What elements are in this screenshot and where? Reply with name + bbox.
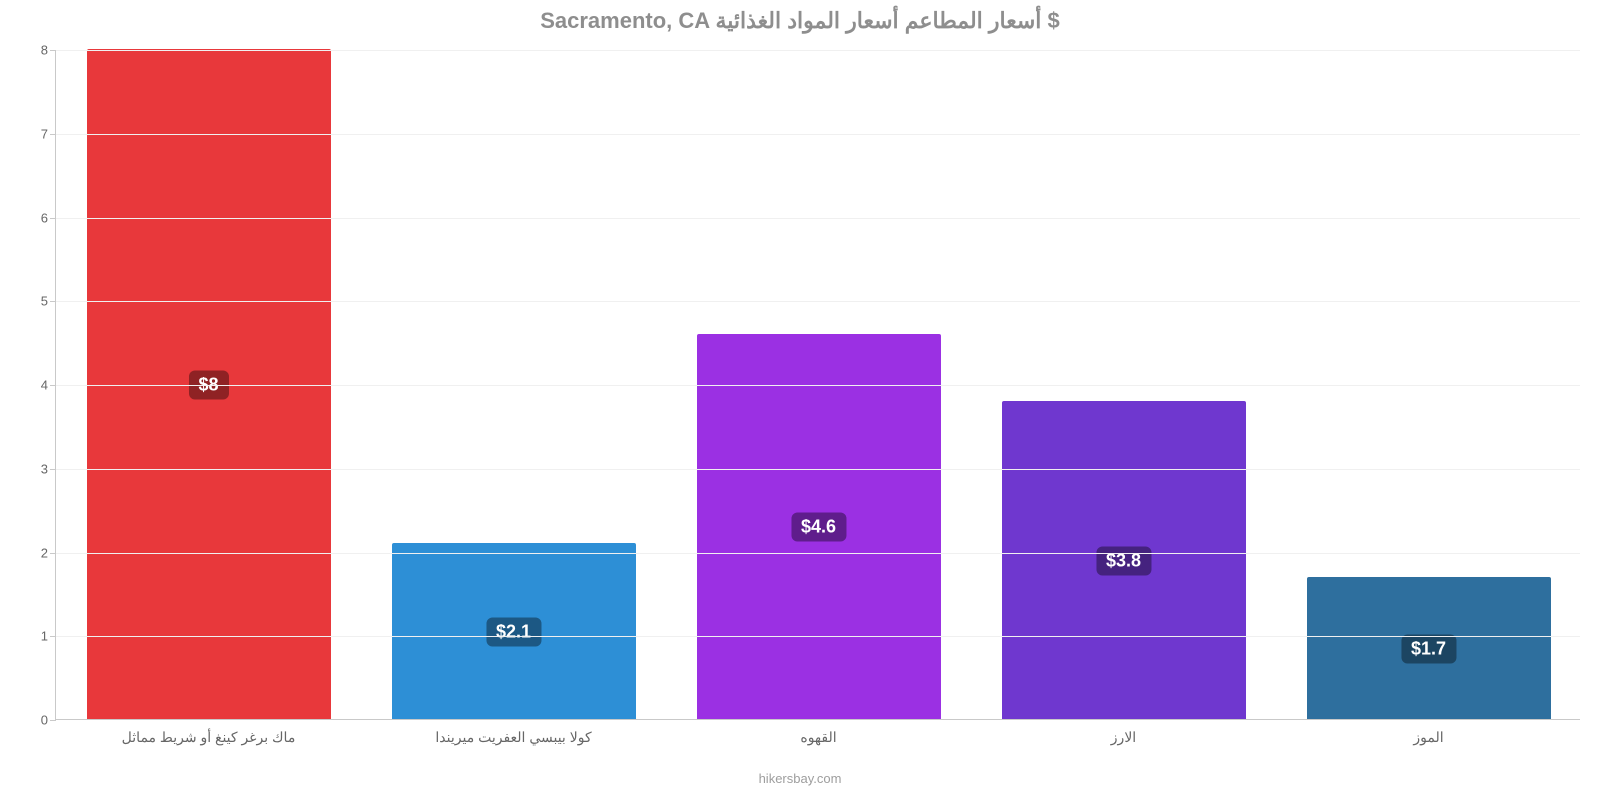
bar-value-label: $1.7: [1401, 634, 1456, 663]
y-tick-mark: [50, 218, 56, 219]
y-tick-label: 6: [41, 210, 48, 225]
y-tick-mark: [50, 301, 56, 302]
gridline: [56, 636, 1580, 637]
y-tick-mark: [50, 134, 56, 135]
y-tick-label: 3: [41, 461, 48, 476]
gridline: [56, 469, 1580, 470]
chart-attribution: hikersbay.com: [0, 771, 1600, 786]
x-category-label: كولا بيبسي العفريت ميريندا: [435, 729, 591, 746]
y-tick-label: 0: [41, 713, 48, 728]
y-tick-mark: [50, 50, 56, 51]
y-tick-label: 1: [41, 629, 48, 644]
bar-value-label: $4.6: [791, 513, 846, 542]
chart-title: Sacramento, CA أسعار المطاعم أسعار الموا…: [0, 8, 1600, 34]
gridline: [56, 385, 1580, 386]
bar-value-label: $3.8: [1096, 546, 1151, 575]
gridline: [56, 134, 1580, 135]
y-tick-label: 2: [41, 545, 48, 560]
y-tick-mark: [50, 469, 56, 470]
price-bar-chart: Sacramento, CA أسعار المطاعم أسعار الموا…: [0, 0, 1600, 800]
x-category-label: القهوه: [800, 729, 836, 746]
y-tick-label: 7: [41, 126, 48, 141]
y-tick-mark: [50, 385, 56, 386]
gridline: [56, 218, 1580, 219]
y-tick-label: 5: [41, 294, 48, 309]
x-category-label: ماك برغر كينغ أو شريط مماثل: [122, 729, 296, 746]
gridline: [56, 301, 1580, 302]
gridline: [56, 553, 1580, 554]
x-category-label: الموز: [1413, 729, 1443, 746]
y-tick-mark: [50, 720, 56, 721]
bar-value-label: $2.1: [486, 618, 541, 647]
plot-area: $8$2.1$4.6$3.8$1.7 012345678ماك برغر كين…: [55, 50, 1580, 720]
y-tick-mark: [50, 553, 56, 554]
y-tick-mark: [50, 636, 56, 637]
gridline: [56, 50, 1580, 51]
y-tick-label: 8: [41, 43, 48, 58]
x-category-label: الارز: [1111, 729, 1136, 746]
y-tick-label: 4: [41, 378, 48, 393]
